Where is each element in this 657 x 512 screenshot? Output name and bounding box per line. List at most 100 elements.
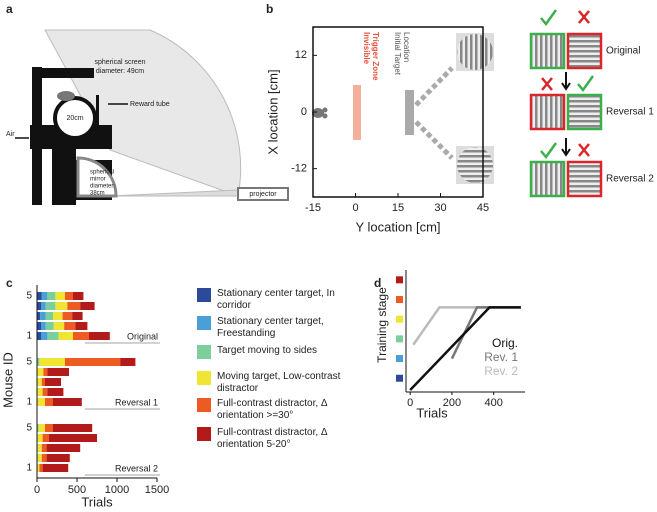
legend-label: Stationary center target, In corridor bbox=[217, 288, 335, 311]
stage-marker bbox=[396, 315, 403, 323]
group-label: Reversal 2 bbox=[115, 463, 158, 473]
y-tick-label: 5 bbox=[26, 291, 32, 302]
panel-label: c bbox=[6, 276, 13, 290]
group-label: Reversal 1 bbox=[115, 397, 158, 407]
x-tick-label: 500 bbox=[68, 484, 86, 496]
bar-segment bbox=[42, 464, 69, 472]
legend-swatch bbox=[197, 398, 211, 412]
bar-segment bbox=[42, 388, 48, 396]
series-line bbox=[409, 306, 521, 391]
stage-marker bbox=[396, 374, 403, 382]
stimulus bbox=[529, 32, 566, 70]
stage-marker bbox=[396, 296, 403, 304]
screen-label: diameter: 49cm bbox=[96, 68, 144, 75]
mirror-label: mirror bbox=[90, 177, 106, 183]
bar-segment bbox=[73, 292, 84, 300]
bar-segment bbox=[45, 322, 54, 330]
x-axis-label: Trials bbox=[81, 494, 113, 509]
bar-segment bbox=[41, 444, 47, 452]
legend-entry: Target moving to sides bbox=[197, 345, 347, 359]
frame bbox=[32, 68, 94, 78]
bar-segment bbox=[37, 378, 42, 386]
screen-label: spherical screen bbox=[95, 59, 146, 66]
bar-segment bbox=[37, 322, 41, 330]
y-tick-label: 5 bbox=[26, 423, 32, 434]
condition-label: Reversal 2 bbox=[606, 174, 654, 185]
bar-segment bbox=[53, 398, 82, 406]
legend-swatch bbox=[197, 427, 211, 441]
target-label: Location bbox=[402, 32, 411, 62]
mirror-label: diameter: bbox=[90, 184, 115, 190]
bar-segment bbox=[62, 312, 73, 320]
y-tick-label: 1 bbox=[26, 331, 32, 342]
legend-entry: Full-contrast distractor, Δ orientation … bbox=[197, 427, 347, 451]
bar-segment bbox=[45, 312, 53, 320]
path-arrow bbox=[414, 120, 454, 160]
bar-segment bbox=[37, 312, 41, 320]
bar-segment bbox=[41, 454, 47, 462]
legend-entry: Moving target, Low-contrast distractor bbox=[197, 371, 347, 395]
stimulus bbox=[529, 160, 566, 198]
ball-label: 20cm bbox=[66, 115, 83, 122]
reward-label: Reward tube bbox=[130, 101, 170, 108]
y-tick-label: 12 bbox=[295, 49, 307, 61]
bar-segment bbox=[41, 378, 45, 386]
mouse bbox=[322, 113, 328, 119]
legend-label: Orig. bbox=[492, 336, 518, 350]
cross bbox=[578, 10, 590, 24]
bar-segment bbox=[45, 424, 53, 432]
bar-segment bbox=[45, 398, 53, 406]
y-tick-label: 0 bbox=[301, 106, 307, 118]
stage-marker bbox=[396, 355, 403, 363]
stage-marker bbox=[396, 335, 403, 343]
bar-segment bbox=[41, 292, 48, 300]
legend-entry: Stationary center target, In corridor bbox=[197, 288, 347, 312]
bar-segment bbox=[64, 322, 76, 330]
x-tick-label: 400 bbox=[485, 397, 503, 409]
panel-label: a bbox=[6, 2, 13, 16]
y-axis-label: X location [cm] bbox=[265, 69, 280, 154]
bar-segment bbox=[45, 378, 61, 386]
condition-label: Reversal 1 bbox=[606, 107, 654, 118]
beam bbox=[109, 189, 239, 197]
mirror-label: 38cm bbox=[90, 191, 105, 197]
bar-segment bbox=[49, 434, 97, 442]
bar-segment bbox=[47, 292, 56, 300]
group-label: Original bbox=[127, 331, 158, 341]
stimulus bbox=[529, 93, 566, 131]
bar-segment bbox=[37, 398, 45, 406]
legend-label: Rev. 2 bbox=[484, 364, 518, 378]
check bbox=[540, 142, 558, 160]
panel-label: d bbox=[374, 276, 381, 290]
air-label: Air bbox=[6, 131, 15, 138]
reward-tube bbox=[96, 95, 99, 127]
bar-segment bbox=[65, 358, 121, 366]
bar-segment bbox=[37, 388, 43, 396]
x-axis-label: Trials bbox=[416, 405, 448, 420]
x-axis-label: Y location [cm] bbox=[355, 219, 440, 234]
legend-label: Stationary center target, Freestanding bbox=[217, 316, 324, 339]
bar-segment bbox=[42, 434, 49, 442]
rig-diagram: spherical screen diameter: 49cm Reward t… bbox=[6, 29, 289, 205]
grating bbox=[457, 34, 493, 70]
x-tick-label: 45 bbox=[477, 202, 489, 214]
bar-segment bbox=[72, 312, 83, 320]
legend-label: Full-contrast distractor, Δ orientation … bbox=[217, 427, 328, 450]
frame bbox=[52, 149, 76, 205]
legend-entry: Full-contrast distractor, Δ orientation … bbox=[197, 398, 347, 422]
bar-segment bbox=[55, 292, 65, 300]
bar-segment bbox=[37, 332, 41, 340]
bar-segment bbox=[41, 322, 46, 330]
bar-segment bbox=[37, 358, 40, 366]
legend-label: Moving target, Low-contrast distractor bbox=[217, 371, 341, 394]
y-tick-label: 5 bbox=[26, 357, 32, 368]
bar-segment bbox=[37, 454, 42, 462]
arrow bbox=[561, 138, 571, 157]
cross bbox=[541, 77, 553, 91]
bar-segment bbox=[53, 424, 93, 432]
x-tick-label: 0 bbox=[407, 397, 413, 409]
mouse bbox=[312, 108, 324, 118]
check bbox=[540, 9, 558, 27]
legend-swatch bbox=[197, 316, 211, 330]
